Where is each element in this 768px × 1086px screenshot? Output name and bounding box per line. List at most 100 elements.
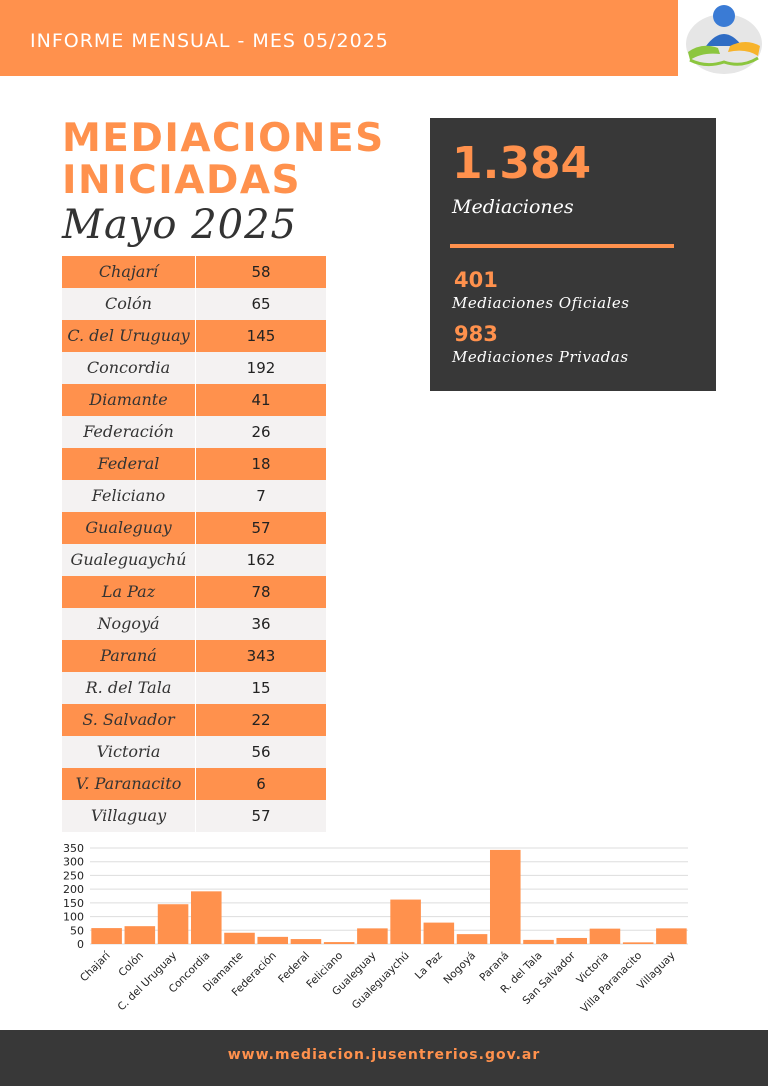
chart-bar: [323, 942, 355, 944]
row-count: 162: [246, 551, 276, 569]
row-department: S. Salvador: [62, 704, 196, 736]
row-count: 7: [256, 487, 266, 505]
privadas-label: Mediaciones Privadas: [452, 348, 629, 366]
row-department: Gualeguaychú: [62, 544, 196, 576]
chart-bar: [124, 926, 156, 944]
row-department: V. Paranacito: [62, 768, 196, 800]
mediation-people-handshake-icon: [686, 5, 762, 74]
row-department: Feliciano: [62, 480, 196, 512]
row-department: Diamante: [62, 384, 196, 416]
stats-divider: [450, 244, 674, 248]
footer-website-link[interactable]: www.mediacion.jusentrerios.gov.ar: [227, 1047, 541, 1063]
y-tick-label: 100: [63, 911, 84, 924]
row-department: Gualeguay: [62, 512, 196, 544]
title-line-1: MEDIACIONES: [62, 116, 385, 161]
chart-bar: [224, 932, 255, 944]
row-department: Concordia: [62, 352, 196, 384]
header-bar: INFORME MENSUAL - MES 05/2025: [0, 0, 678, 76]
row-department: Paraná: [62, 640, 196, 672]
table-row: Federal 18: [62, 448, 326, 480]
table-row: V. Paranacito 6: [62, 768, 326, 800]
row-department: La Paz: [62, 576, 196, 608]
y-tick-label: 200: [63, 883, 84, 896]
x-tick-label: Gualeguaychú: [350, 950, 412, 1012]
row-count: 6: [256, 775, 266, 793]
chart-bar: [257, 936, 289, 944]
chart-bar: [91, 928, 122, 944]
row-count: 57: [251, 519, 271, 537]
chart-bar: [423, 922, 455, 944]
table-row: Villaguay 57: [62, 800, 326, 832]
row-department: Nogoyá: [62, 608, 196, 640]
table-row: Diamante 41: [62, 384, 326, 416]
row-department: Federación: [62, 416, 196, 448]
chart-bar: [157, 904, 189, 944]
row-department: Federal: [62, 448, 196, 480]
page-title: MEDIACIONES INICIADAS: [62, 118, 385, 202]
row-count: 26: [251, 423, 271, 441]
row-department: Villaguay: [62, 800, 196, 832]
row-department: C. del Uruguay: [62, 320, 196, 352]
x-tick-label: Colón: [116, 950, 146, 980]
total-mediations-label: Mediaciones: [452, 196, 574, 218]
table-row: Federación 26: [62, 416, 326, 448]
chart-bar: [357, 928, 388, 944]
table-row: Victoria 56: [62, 736, 326, 768]
row-count: 36: [251, 615, 271, 633]
row-count: 145: [246, 327, 276, 345]
row-department: R. del Tala: [62, 672, 196, 704]
y-tick-label: 350: [63, 842, 84, 855]
y-tick-label: 150: [63, 897, 84, 910]
privadas-value: 983: [454, 322, 498, 346]
row-count: 22: [251, 711, 271, 729]
footer-bar: www.mediacion.jusentrerios.gov.ar: [0, 1030, 768, 1086]
chart-bar: [556, 937, 588, 944]
oficiales-label: Mediaciones Oficiales: [452, 294, 630, 312]
chart-bar: [456, 934, 488, 944]
total-mediations-value: 1.384: [452, 138, 592, 189]
table-row: S. Salvador 22: [62, 704, 326, 736]
table-row: Feliciano 7: [62, 480, 326, 512]
row-count: 18: [251, 455, 271, 473]
table-row: C. del Uruguay 145: [62, 320, 326, 352]
oficiales-value: 401: [454, 268, 498, 292]
x-tick-label: La Paz: [413, 949, 445, 981]
table-row: Colón 65: [62, 288, 326, 320]
y-tick-label: 300: [63, 856, 84, 869]
y-tick-label: 250: [63, 869, 84, 882]
row-count: 41: [251, 391, 271, 409]
table-row: Chajarí 58: [62, 256, 326, 288]
row-department: Victoria: [62, 736, 196, 768]
row-count: 192: [246, 359, 276, 377]
chart-bar: [290, 939, 322, 944]
row-department: Chajarí: [62, 256, 196, 288]
row-count: 57: [251, 807, 271, 825]
row-count: 78: [251, 583, 271, 601]
chart-bar: [656, 928, 687, 944]
chart-bar: [390, 899, 421, 944]
table-row: Concordia 192: [62, 352, 326, 384]
x-tick-label: Chajarí: [78, 949, 113, 984]
page-subtitle: Mayo 2025: [62, 202, 297, 248]
row-count: 343: [246, 647, 276, 665]
y-tick-label: 0: [77, 938, 84, 951]
chart-bar: [589, 928, 621, 944]
x-tick-label: Villa Paranacito: [579, 950, 645, 1016]
table-row: R. del Tala 15: [62, 672, 326, 704]
table-row: Paraná 343: [62, 640, 326, 672]
header-title: INFORME MENSUAL - MES 05/2025: [30, 30, 389, 52]
chart-bar: [622, 942, 654, 944]
row-count: 58: [251, 263, 271, 281]
row-count: 15: [251, 679, 271, 697]
table-row: La Paz 78: [62, 576, 326, 608]
y-tick-label: 50: [70, 924, 84, 937]
mediations-table: Chajarí 58 Colón 65 C. del Uruguay 145 Concord…: [62, 256, 326, 832]
chart-bar: [489, 849, 521, 944]
row-count: 56: [251, 743, 271, 761]
row-count: 65: [251, 295, 271, 313]
title-line-2: INICIADAS: [62, 158, 302, 203]
table-row: Gualeguaychú 162: [62, 544, 326, 576]
stats-panel: 1.384 Mediaciones 401 Mediaciones Oficia…: [430, 118, 716, 391]
chart-bar: [190, 891, 222, 944]
